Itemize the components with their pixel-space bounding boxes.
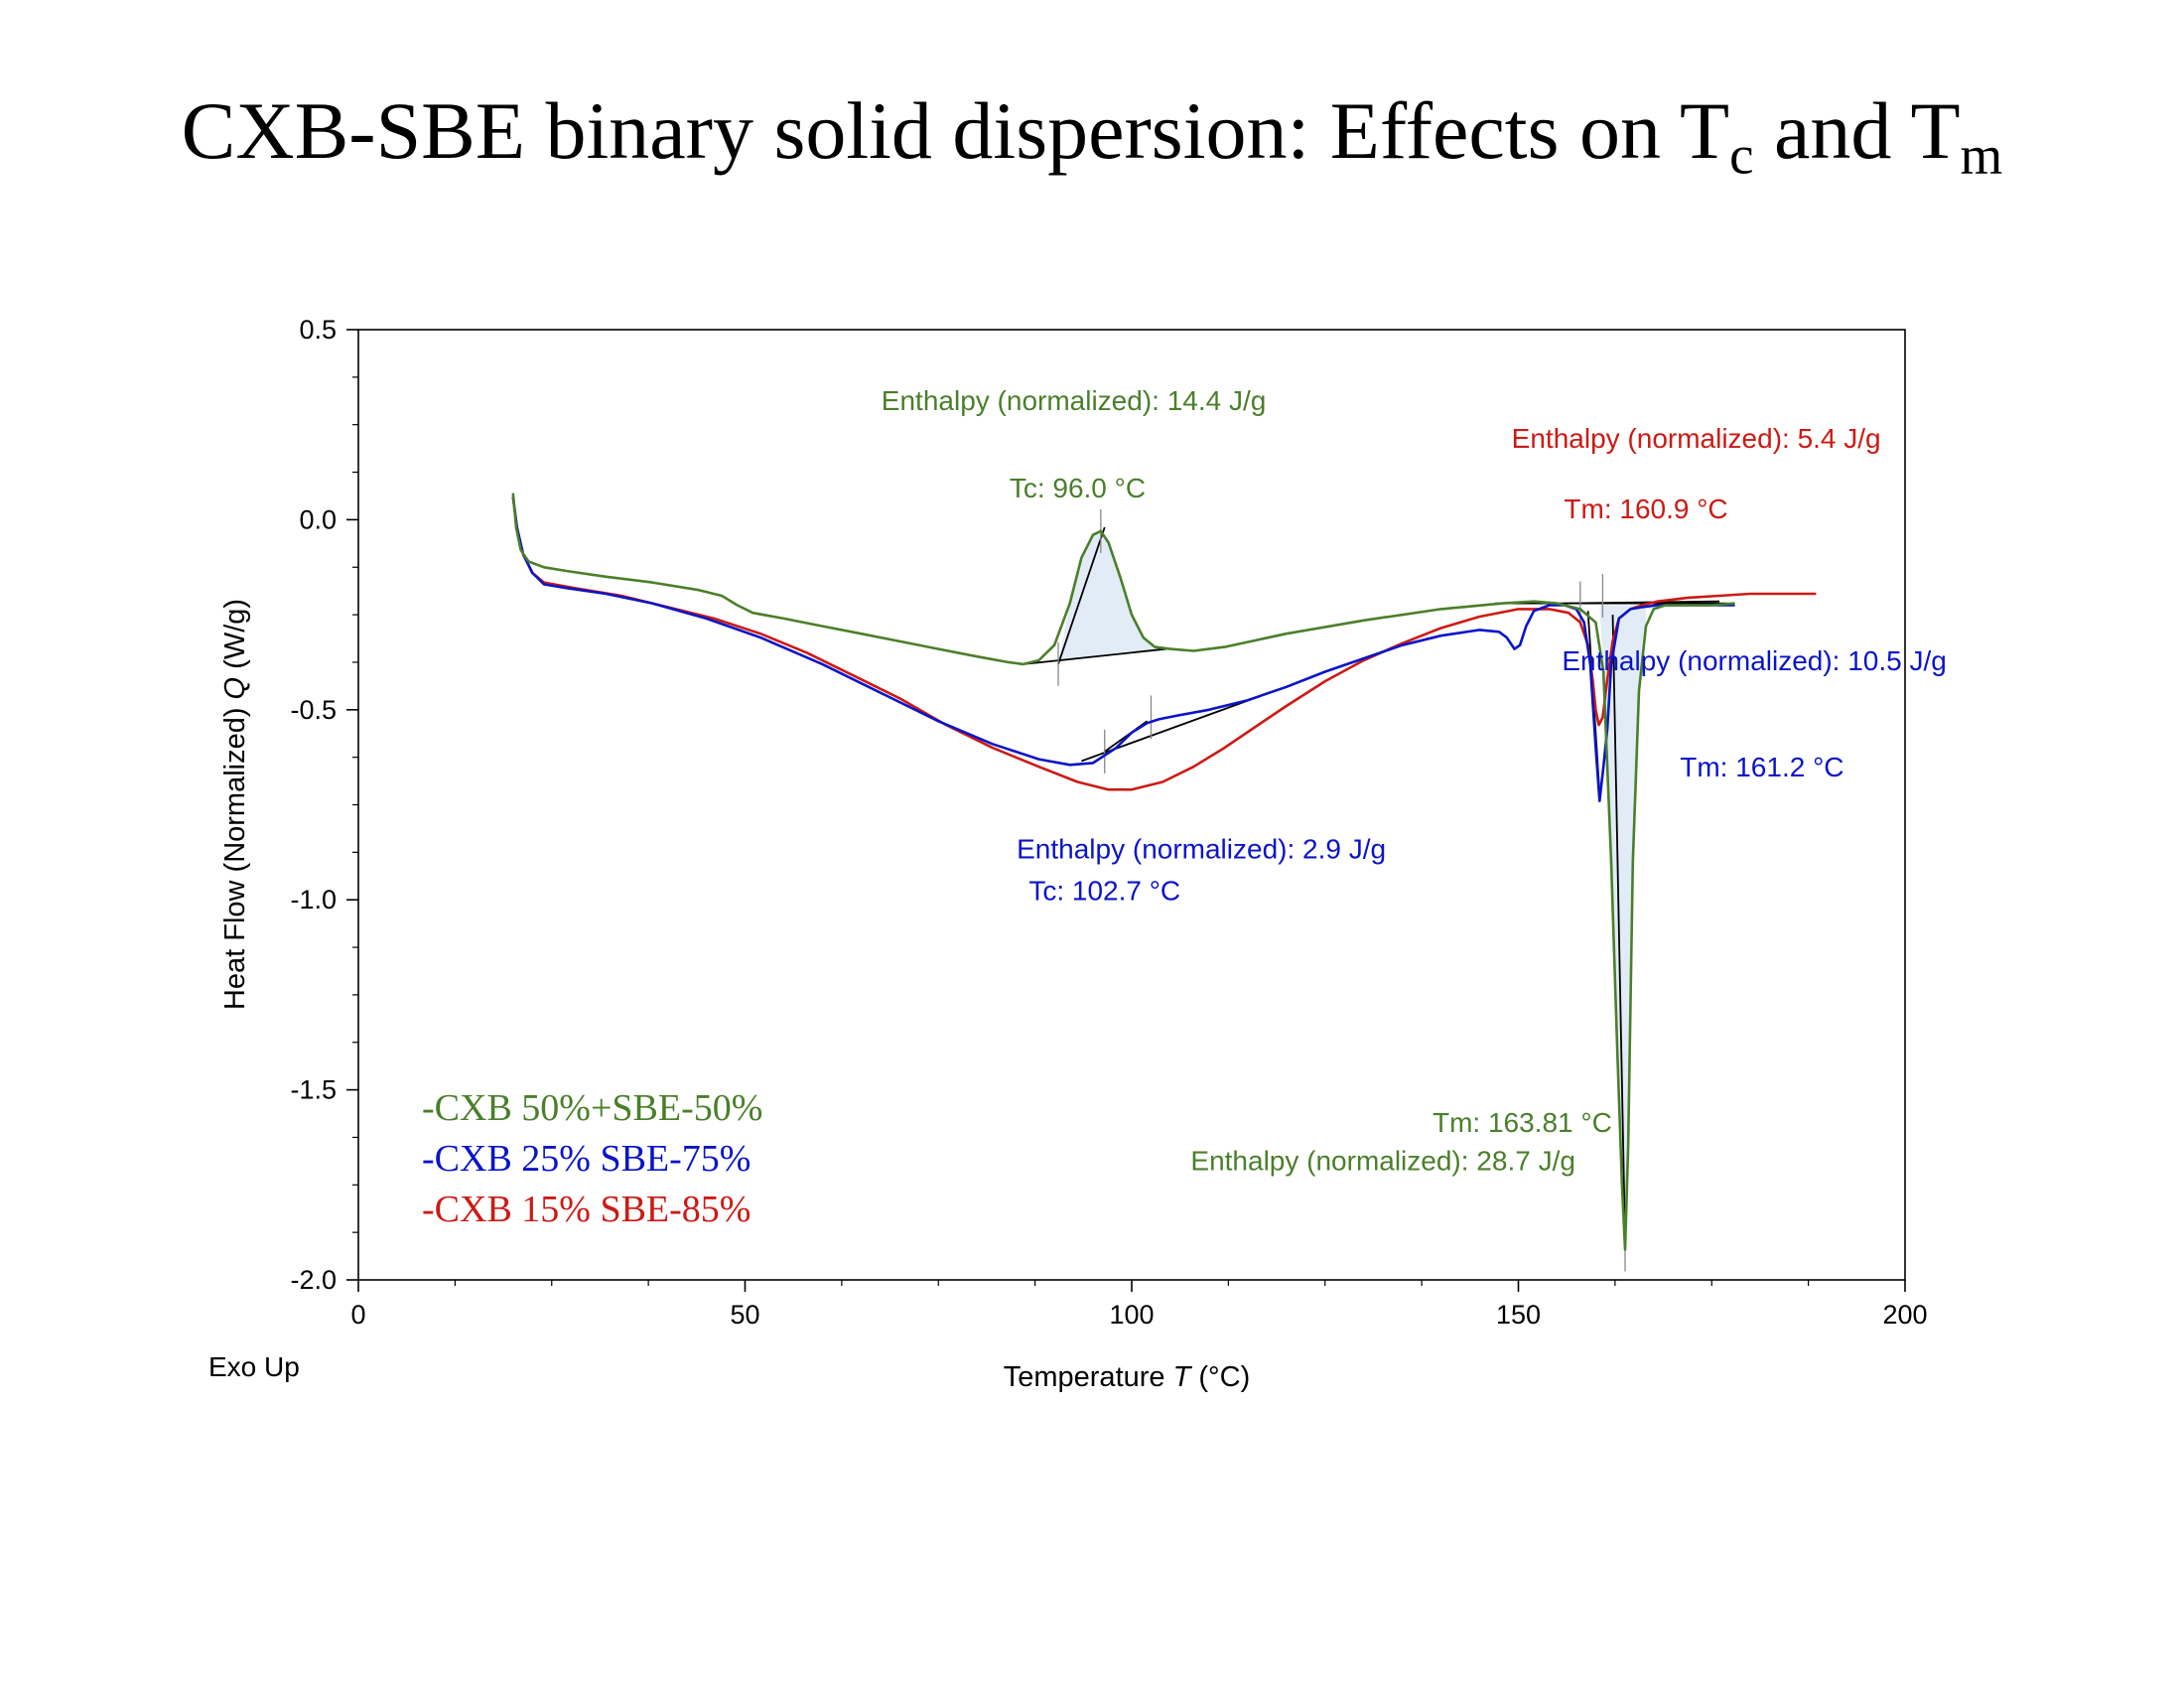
baseline-segment <box>1081 695 1260 763</box>
peak-annotation: Tc: 96.0 °C <box>1010 473 1146 503</box>
baseline-segment <box>1611 615 1626 1242</box>
legend-entry-cxb50: -CXB 50%+SBE-50% <box>422 1087 762 1129</box>
title-mid: and T <box>1753 85 1961 176</box>
title-sub-c: c <box>1729 124 1754 186</box>
title-main: CXB-SBE binary solid dispersion: Effects… <box>181 85 1730 176</box>
legend-entry-cxb25: -CXB 25% SBE-75% <box>422 1138 751 1180</box>
peak-annotation: Enthalpy (normalized): 5.4 J/g <box>1512 423 1881 454</box>
x-tick-label: 150 <box>1496 1300 1541 1330</box>
peak-annotations: Enthalpy (normalized): 14.4 J/g Tc: 96.0 … <box>882 385 1947 1177</box>
y-axis-label: Heat Flow (Normalized) Q (W/g) <box>219 599 251 1010</box>
x-tick-label: 0 <box>350 1300 365 1330</box>
exo-up-label: Exo Up <box>208 1351 300 1382</box>
y-tick-label: -0.5 <box>290 695 337 725</box>
peak-annotation: Tm: 163.81 °C <box>1433 1107 1612 1138</box>
series-line-cxb25 <box>511 496 1735 802</box>
peak-annotation: Enthalpy (normalized): 2.9 J/g <box>1017 834 1386 865</box>
y-tick-label: -1.0 <box>290 885 337 914</box>
baseline-segment <box>1023 647 1167 665</box>
peak-fills <box>1057 530 1647 1250</box>
x-tick-label: 200 <box>1882 1300 1927 1330</box>
y-tick-label: 0.5 <box>299 315 337 345</box>
y-tick-label: -1.5 <box>290 1075 337 1105</box>
slide-title: CXB-SBE binary solid dispersion: Effects… <box>0 84 2184 182</box>
peak-annotation: Tm: 161.2 °C <box>1680 752 1843 782</box>
peak-annotation: Enthalpy (normalized): 10.5 J/g <box>1562 645 1947 676</box>
melting-peak-fill <box>1599 605 1647 1250</box>
y-tick-label: -2.0 <box>290 1265 337 1295</box>
x-axis-label: Temperature T (°C) <box>1004 1361 1251 1393</box>
legend-entry-cxb15: -CXB 15% SBE-85% <box>422 1189 751 1230</box>
x-tick-label: 100 <box>1109 1300 1154 1330</box>
legend: -CXB 50%+SBE-50% -CXB 25% SBE-75% -CXB 1… <box>422 1087 762 1230</box>
peak-annotation: Tc: 102.7 °C <box>1028 876 1180 907</box>
series-lines <box>511 492 1817 1251</box>
crystallization-peak-fill <box>1057 530 1167 662</box>
baseline-segment <box>1565 600 1720 605</box>
y-tick-label: 0.0 <box>299 504 337 534</box>
peak-annotation: Enthalpy (normalized): 14.4 J/g <box>882 385 1267 416</box>
title-sub-m: m <box>1960 124 2003 186</box>
peak-annotation: Enthalpy (normalized): 28.7 J/g <box>1190 1145 1575 1176</box>
baseline-segment <box>1057 526 1106 665</box>
peak-annotation: Tm: 160.9 °C <box>1564 493 1727 524</box>
x-tick-label: 50 <box>730 1300 759 1330</box>
series-line-cxb50 <box>511 492 1735 1251</box>
axis-ticks: 0 50 100 150 200 0.5 0.0 -0.5 -1.0 -1.5 -2.0 <box>290 315 1927 1330</box>
